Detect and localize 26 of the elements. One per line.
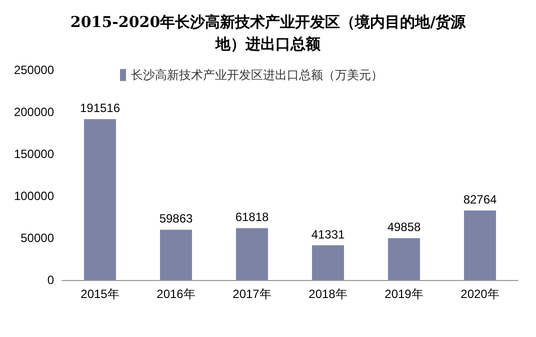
bar [464, 210, 496, 280]
x-tick-label: 2016年 [156, 287, 196, 301]
y-tick-label: 250000 [14, 63, 54, 77]
data-label: 49858 [387, 220, 422, 234]
x-tick-label: 2019年 [384, 287, 424, 301]
data-label: 61818 [235, 210, 270, 224]
y-tick-label: 200000 [14, 105, 54, 119]
data-label: 59863 [159, 212, 194, 226]
bar [236, 228, 268, 280]
bar [84, 119, 116, 280]
data-label: 191516 [80, 101, 120, 116]
chart-title: 2015-2020年长沙高新技术产业开发区（境内目的地/货源地）进出口总额 [70, 13, 467, 53]
x-tick-label: 2018年 [308, 287, 348, 301]
data-label: 82764 [463, 192, 498, 206]
bar [312, 245, 344, 280]
y-tick-label: 50000 [20, 231, 54, 245]
data-label: 41331 [311, 227, 346, 242]
legend-label: 长沙高新技术产业开发区进出口总额（万美元） [131, 68, 383, 82]
x-tick-label: 2020年 [460, 287, 500, 301]
bar [160, 230, 192, 280]
y-tick-label: 0 [47, 273, 54, 287]
y-tick-label: 150000 [14, 147, 54, 161]
x-tick-label: 2017年 [232, 287, 272, 301]
y-tick-label: 100000 [14, 189, 54, 203]
bar [388, 238, 420, 280]
x-tick-label: 2015年 [80, 287, 120, 301]
